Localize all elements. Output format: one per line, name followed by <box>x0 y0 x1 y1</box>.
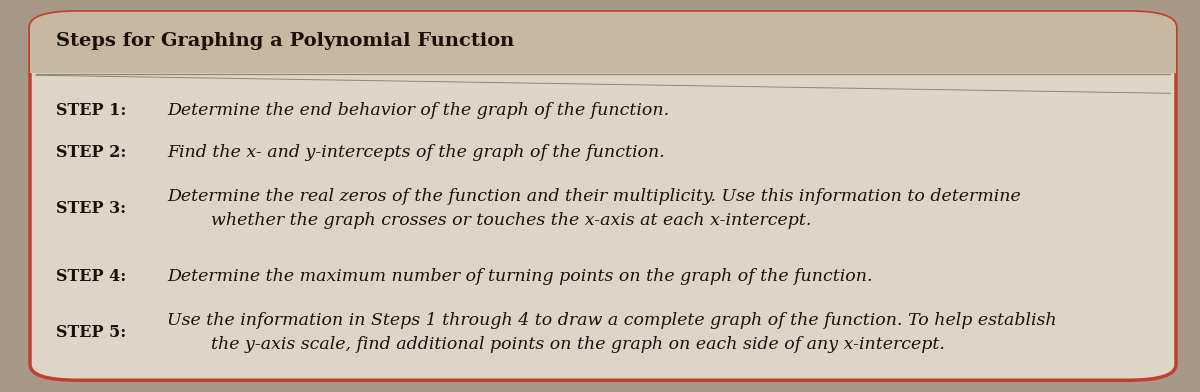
FancyBboxPatch shape <box>30 12 1176 73</box>
Text: Determine the maximum number of turning points on the graph of the function.: Determine the maximum number of turning … <box>167 268 872 285</box>
Text: Find the x- and y-intercepts of the graph of the function.: Find the x- and y-intercepts of the grap… <box>167 144 665 162</box>
Text: STEP 2:: STEP 2: <box>56 144 127 162</box>
FancyBboxPatch shape <box>30 12 1176 380</box>
Text: Determine the real zeros of the function and their multiplicity. Use this inform: Determine the real zeros of the function… <box>167 188 1020 229</box>
Text: STEP 5:: STEP 5: <box>56 324 127 341</box>
FancyBboxPatch shape <box>30 49 1176 73</box>
Text: Determine the end behavior of the graph of the function.: Determine the end behavior of the graph … <box>167 102 668 119</box>
Text: Steps for Graphing a Polynomial Function: Steps for Graphing a Polynomial Function <box>56 32 515 50</box>
Text: STEP 3:: STEP 3: <box>56 200 126 217</box>
Text: STEP 1:: STEP 1: <box>56 102 127 119</box>
Text: Use the information in Steps 1 through 4 to draw a complete graph of the functio: Use the information in Steps 1 through 4… <box>167 312 1056 353</box>
Text: STEP 4:: STEP 4: <box>56 268 127 285</box>
